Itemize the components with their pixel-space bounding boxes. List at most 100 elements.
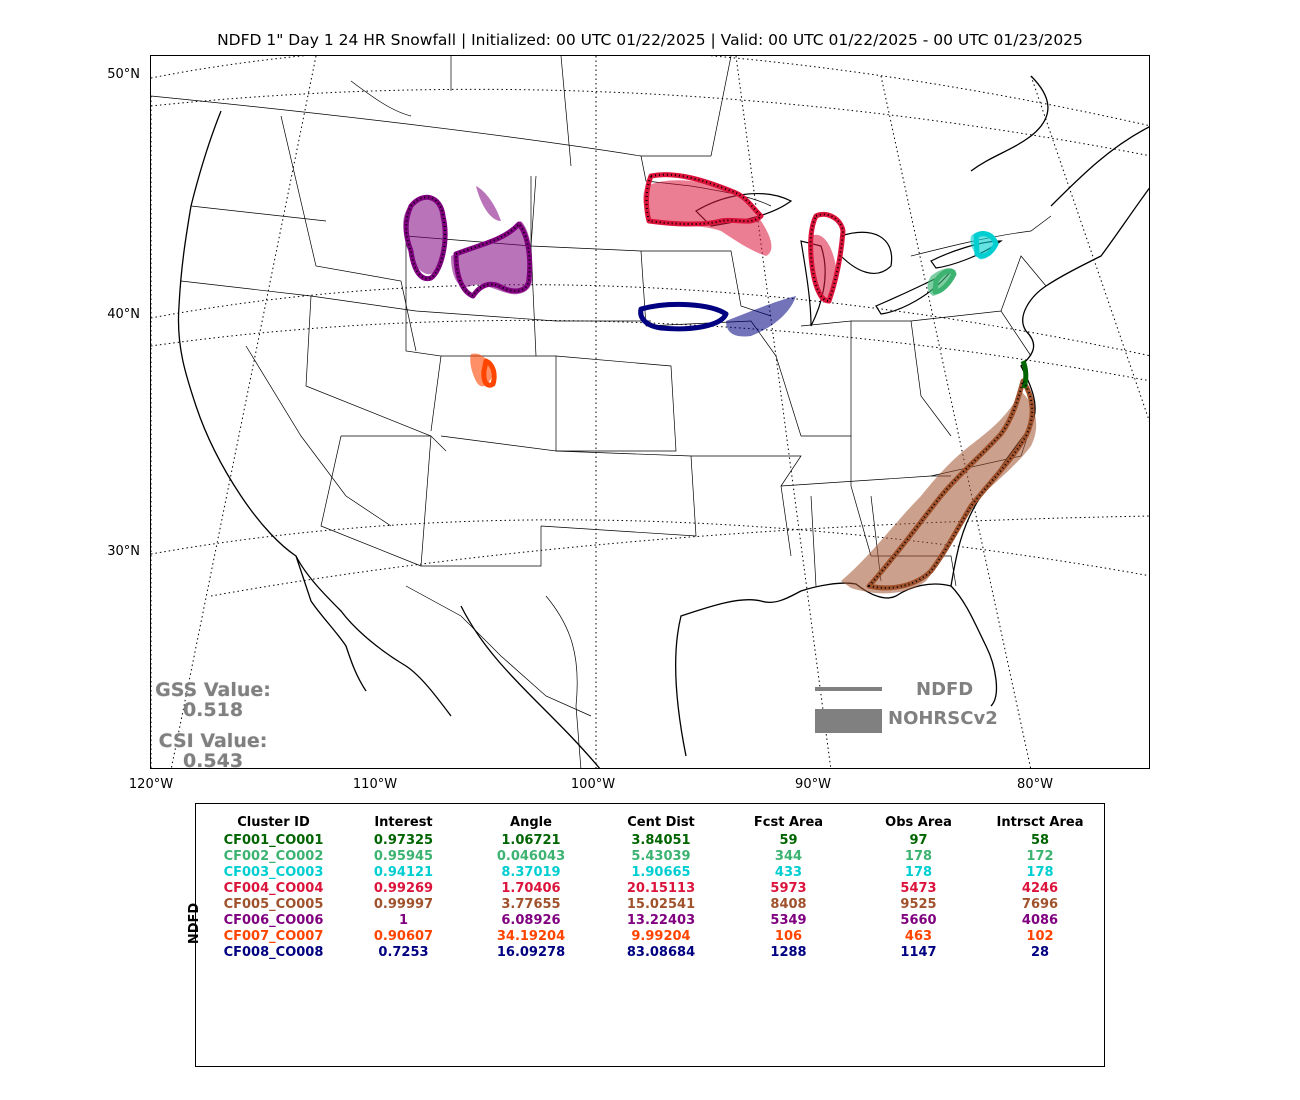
parallel-30n — [151, 519, 1149, 577]
fcst-cluster-cf002 — [932, 268, 957, 295]
border-idaho-montana — [280, 115, 417, 352]
border-new-york — [1000, 255, 1047, 312]
col-header: Angle — [510, 815, 552, 830]
table-row: CF008_CO008 0.7253 16.09278 83.08684 1288 114… — [196, 945, 1104, 961]
table-cell: CF005_CO005 — [223, 897, 324, 912]
obs-cluster-co004-a — [643, 180, 772, 256]
table-cell: 4246 — [1021, 881, 1059, 896]
table-cell: 0.90607 — [373, 929, 434, 944]
lon-label-120: 120°W — [128, 777, 174, 792]
border-arizona — [320, 435, 431, 567]
table-cell: 0.99997 — [373, 897, 434, 912]
csi-label: CSI Value: — [158, 730, 268, 752]
borders — [151, 56, 1052, 768]
table-cell: 106 — [774, 929, 803, 944]
border-arkansas — [691, 455, 802, 557]
parallel-40n — [151, 284, 1149, 357]
table-cell: CF003_CO003 — [223, 865, 324, 880]
col-header: Interest — [374, 815, 433, 830]
lon-label-100: 100°W — [570, 777, 616, 792]
table-cell: 463 — [904, 929, 933, 944]
fcst-cluster-cf008 — [638, 301, 729, 332]
mexico-west-coast — [460, 605, 601, 768]
maritime-coast — [1050, 126, 1149, 207]
lat-label-40: 40°N — [107, 307, 140, 322]
table-cell: 102 — [1026, 929, 1054, 944]
table-cell: 13.22403 — [626, 913, 696, 928]
border-oregon-wash — [190, 205, 327, 222]
table-cell: 178 — [904, 849, 933, 864]
border-tn-south — [780, 475, 951, 487]
border-kansas — [555, 355, 677, 452]
table-cell: 58 — [1030, 833, 1050, 848]
border-mexico-states — [405, 585, 592, 717]
border-california — [245, 345, 392, 527]
table-cell: 7696 — [1021, 897, 1059, 912]
lon-label-90: 90°W — [795, 777, 831, 792]
lake-huron — [840, 231, 893, 275]
us-canada-border-west — [151, 95, 711, 157]
table-cell: 28 — [1030, 945, 1050, 960]
border-colorado — [440, 355, 557, 452]
col-header: Cent Dist — [627, 815, 695, 830]
table-row: CF002_CO002 0.95945 0.046043 5.43039 344 178 1… — [196, 849, 1104, 865]
table-cell: 15.02541 — [626, 897, 696, 912]
border-illinois — [800, 320, 852, 436]
legend-line-swatch — [815, 687, 882, 691]
table-cell: CF002_CO002 — [223, 849, 324, 864]
northeast-coast — [1045, 187, 1149, 287]
col-header: Intrsct Area — [996, 815, 1084, 830]
table-cell: 433 — [774, 865, 803, 880]
border-row-42n — [180, 280, 651, 322]
table-cell: 9.99204 — [631, 929, 691, 944]
table-body: CF001_CO001 0.97325 1.06721 3.84051 59 97 58 CF… — [196, 833, 1104, 961]
fcst-cluster-cf007 — [481, 358, 497, 388]
table-row: CF005_CO005 0.99997 3.77655 15.02541 8408 952… — [196, 897, 1104, 913]
table-cell: 178 — [1026, 865, 1054, 880]
fcst-cluster-cf003 — [973, 231, 999, 259]
table-cell: 5473 — [900, 881, 937, 896]
table-cell: 8.37019 — [501, 865, 561, 880]
intersection-outlines — [405, 173, 1034, 589]
fcst-cluster-cf001 — [1020, 360, 1029, 389]
obs-cluster-co006-c — [476, 186, 501, 221]
table-row: CF001_CO001 0.97325 1.06721 3.84051 59 97 58 — [196, 833, 1104, 849]
table-row: CF007_CO007 0.90607 34.19204 9.99204 106 463 1… — [196, 929, 1104, 945]
table-cell: 34.19204 — [496, 929, 566, 944]
west-coast — [177, 110, 367, 692]
table-cell: 4086 — [1021, 913, 1059, 928]
border-canada-prov-2 — [560, 56, 732, 167]
fcst-cluster-cf006-a — [403, 194, 448, 282]
stats-table: Cluster ID Interest Angle Cent Dist Fcst… — [196, 814, 1104, 961]
obs-cluster-co008 — [726, 296, 796, 337]
table-cell: 0.97325 — [373, 833, 434, 848]
table-cell: 0.94121 — [373, 865, 434, 880]
obs-cluster-co005 — [841, 391, 1037, 594]
baja-coast — [295, 555, 452, 717]
lon-label-110: 110°W — [352, 777, 398, 792]
table-cell: 83.08684 — [626, 945, 696, 960]
table-cell: 97 — [909, 833, 928, 848]
lon-label-80: 80°W — [1017, 777, 1053, 792]
table-cell: 1.70406 — [501, 881, 561, 896]
meridian-70w — [1030, 75, 1149, 422]
table-cell: 5973 — [770, 881, 807, 896]
map-svg — [151, 56, 1150, 768]
border-tennessee — [801, 435, 872, 557]
border-new-mexico — [420, 435, 542, 567]
table-row: CF004_CO004 0.99269 1.70406 20.15113 5973 547… — [196, 881, 1104, 897]
table-cell: 344 — [774, 849, 803, 864]
meridian-90w — [735, 56, 832, 768]
border-pennsylvania — [910, 310, 1032, 357]
table-cell: 59 — [779, 833, 798, 848]
parallel-47n — [151, 128, 1150, 166]
intersect-cf005 — [867, 378, 1034, 589]
lake-ontario — [930, 240, 1003, 269]
parallel-38n — [151, 319, 1149, 382]
border-dakotas — [530, 176, 647, 327]
col-header: Obs Area — [885, 815, 952, 830]
table-cell: CF004_CO004 — [223, 881, 324, 896]
east-coast — [950, 285, 1047, 587]
table-cell: 0.7253 — [378, 945, 429, 960]
meridian-80w — [880, 75, 1032, 768]
